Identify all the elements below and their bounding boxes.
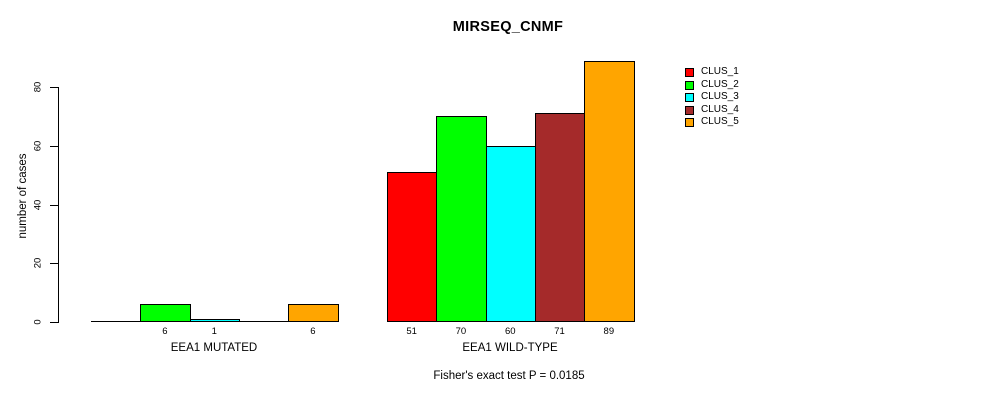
y-axis-tick-label: 0 xyxy=(32,319,44,325)
y-axis-tick-label: 20 xyxy=(32,257,44,269)
bar-count-label: 6 xyxy=(310,326,316,337)
legend-item-clus_5: CLUS_5 xyxy=(685,116,775,131)
legend-swatch-clus_3 xyxy=(685,93,694,103)
bar-count-label: 1 xyxy=(211,326,217,337)
legend-label-clus_4: CLUS_4 xyxy=(701,103,739,115)
bar-clus_1-group2 xyxy=(387,172,437,322)
bar-count-label: 51 xyxy=(406,326,417,337)
legend-label-clus_2: CLUS_2 xyxy=(701,78,739,90)
legend: CLUS_1 CLUS_2 CLUS_3 CLUS_4 CLUS_5 xyxy=(685,66,775,138)
y-axis-tick xyxy=(50,87,59,88)
legend-swatch-clus_2 xyxy=(685,80,694,90)
bar-clus_3-group1 xyxy=(190,319,240,322)
chart-title: MIRSEQ_CNMF xyxy=(452,19,564,35)
bar-count-label: 89 xyxy=(603,326,615,337)
legend-label-clus_5: CLUS_5 xyxy=(701,116,739,128)
fisher-test-annotation: Fisher's exact test P = 0.0185 xyxy=(433,370,585,382)
y-axis-tick xyxy=(50,322,59,323)
legend-item-clus_3: CLUS_3 xyxy=(685,91,775,106)
bar-clus_5-group1 xyxy=(288,304,339,322)
bar-clus_5-group2 xyxy=(584,61,635,322)
legend-swatch-clus_1 xyxy=(685,68,694,77)
y-axis-tick-label: 80 xyxy=(32,81,44,93)
legend-swatch-clus_5 xyxy=(685,118,694,128)
y-axis-tick-label: 40 xyxy=(32,199,44,210)
y-axis-tick xyxy=(50,263,59,265)
legend-swatch-clus_4 xyxy=(685,105,694,115)
bar-count-label: 70 xyxy=(455,326,467,337)
bar-count-label: 60 xyxy=(504,326,516,337)
group-label-eea1-wild-type: EEA1 WILD-TYPE xyxy=(462,342,558,354)
bar-count-label: 6 xyxy=(162,326,168,337)
zero-bar-clus_4-group1 xyxy=(239,321,289,322)
legend-item-clus_4: CLUS_4 xyxy=(685,103,775,119)
legend-item-clus_1: CLUS_1 xyxy=(685,66,775,81)
y-axis-title: number of cases xyxy=(17,153,29,239)
group-label-eea1-mutated: EEA1 MUTATED xyxy=(170,342,258,354)
y-axis-tick-label: 60 xyxy=(32,140,44,152)
y-axis-tick xyxy=(50,145,59,147)
legend-label-clus_3: CLUS_3 xyxy=(701,91,739,103)
legend-label-clus_1: CLUS_1 xyxy=(701,66,739,77)
bar-clus_3-group2 xyxy=(486,146,536,322)
zero-bar-clus_1-group1 xyxy=(91,321,141,322)
y-axis-tick xyxy=(50,204,59,206)
legend-item-clus_2: CLUS_2 xyxy=(685,78,775,94)
bar-count-label: 71 xyxy=(554,326,565,337)
bar-clus_2-group1 xyxy=(140,304,191,322)
bar-clus_4-group2 xyxy=(535,113,585,322)
bar-clus_2-group2 xyxy=(436,116,487,322)
